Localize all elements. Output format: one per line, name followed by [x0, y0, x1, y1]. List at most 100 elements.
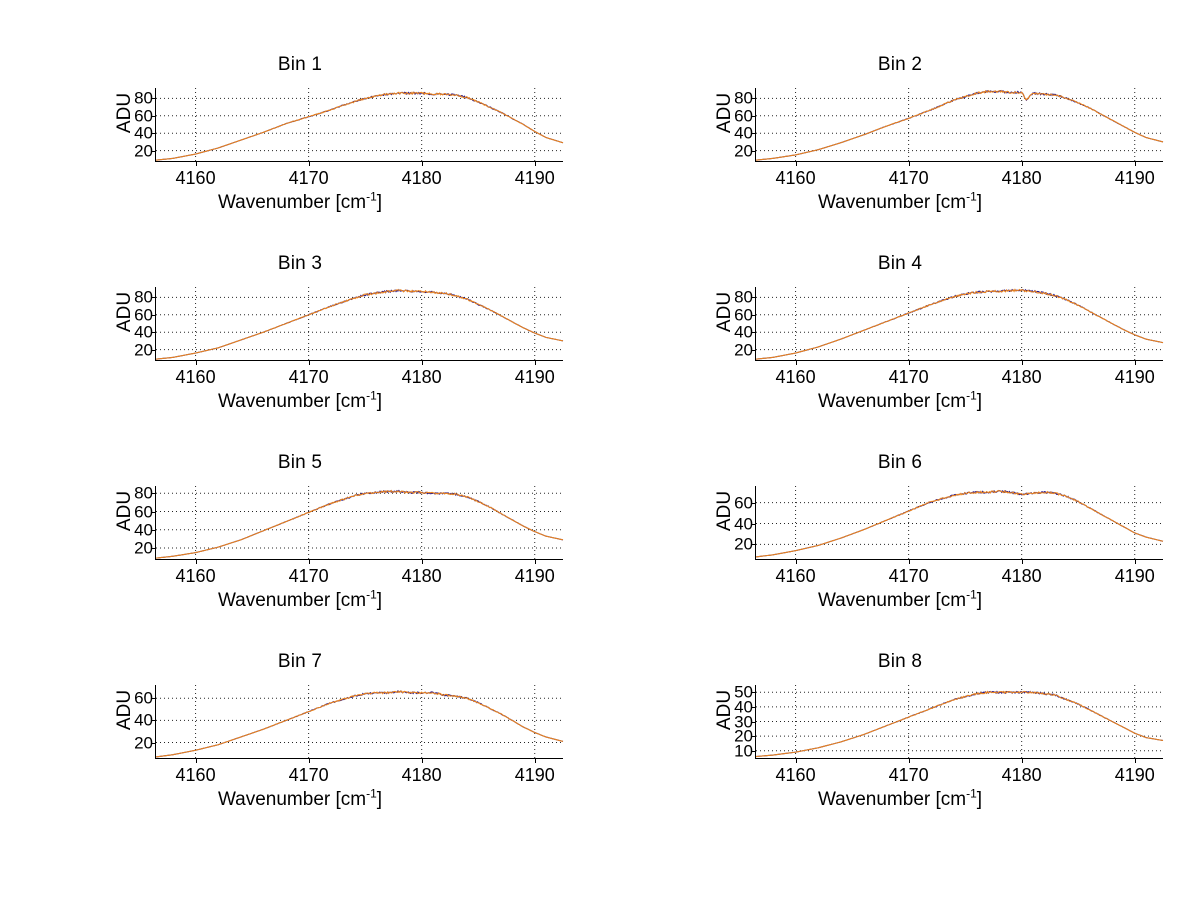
data-trace: [755, 89, 1164, 161]
x-tick-label: 4180: [401, 168, 442, 188]
subplot-title: Bin 4: [877, 253, 923, 274]
x-tick-mark: [421, 758, 423, 763]
x-tick-mark: [421, 360, 423, 365]
y-tick-mark: [751, 706, 756, 708]
y-axis-label: ADU: [114, 92, 135, 134]
x-tick-label: 4170: [288, 566, 329, 586]
x-axis-label: Wavenumber [cm-1]: [600, 589, 1200, 612]
x-tick-mark: [908, 758, 910, 763]
plot-area: [155, 685, 564, 758]
x-tick-label: 4180: [1001, 168, 1042, 188]
y-axis-label: ADU: [114, 490, 135, 532]
x-axis-label: Wavenumber [cm-1]: [600, 191, 1200, 214]
plot-area: [755, 287, 1164, 360]
x-tick-label: 4180: [1001, 566, 1042, 586]
x-axis-label-text: Wavenumber [cm: [217, 590, 367, 611]
x-tick-mark: [1021, 559, 1023, 564]
x-axis-label: Wavenumber [cm-1]: [0, 788, 600, 811]
y-axis-label: ADU: [714, 291, 735, 333]
x-tick-mark: [534, 758, 536, 763]
y-tick-label: 60: [134, 688, 153, 708]
x-tick-label: 4190: [514, 566, 555, 586]
y-tick-mark: [751, 721, 756, 723]
data-trace: [155, 289, 564, 360]
subplot-title: Bin 7: [277, 651, 323, 672]
y-tick-label: 20: [134, 340, 153, 360]
x-axis-label: Wavenumber [cm-1]: [0, 191, 600, 214]
y-tick-mark: [751, 523, 756, 525]
x-axis-label-text: Wavenumber [cm: [817, 590, 967, 611]
y-tick-mark: [151, 548, 156, 550]
x-tick-label: 4190: [1114, 367, 1155, 387]
y-axis-label: ADU: [114, 291, 135, 333]
data-trace: [155, 690, 564, 758]
y-tick-label: 40: [134, 710, 153, 730]
y-tick-label: 60: [134, 305, 153, 325]
y-tick-mark: [751, 297, 756, 299]
plot-axes: ADU 20 40 60 80 4160 4170 4180 4190: [114, 88, 564, 188]
y-tick-label: 80: [134, 483, 153, 503]
x-tick-mark: [534, 161, 536, 166]
subplot-panel: Bin 5 ADU 20 40 60 80 4160 4170 4180 4190 Wavenumb…: [0, 438, 600, 638]
y-tick-mark: [151, 742, 156, 744]
x-tick-mark: [1021, 161, 1023, 166]
y-tick-label: 80: [734, 287, 753, 307]
x-tick-label: 4190: [514, 367, 555, 387]
y-tick-mark: [751, 736, 756, 738]
data-trace: [755, 690, 1164, 758]
x-tick-label: 4190: [514, 765, 555, 785]
plot-area: [755, 88, 1164, 161]
x-tick-mark: [1134, 758, 1136, 763]
x-tick-mark: [195, 559, 197, 564]
y-tick-label: 40: [134, 123, 153, 143]
x-axis-label-bracket: ]: [976, 590, 983, 611]
y-tick-label: 80: [134, 287, 153, 307]
y-axis-label: ADU: [114, 689, 135, 731]
data-trace: [155, 690, 564, 758]
y-tick-mark: [751, 314, 756, 316]
subplot-panel: Bin 2 ADU 20 40 60 80 4160 4170 4180 4190 Wavenumb…: [600, 40, 1200, 240]
y-axis-label: ADU: [714, 92, 735, 134]
y-axis-label: ADU: [714, 689, 735, 731]
x-tick-mark: [1134, 559, 1136, 564]
data-trace: [155, 91, 564, 161]
y-tick-mark: [751, 502, 756, 504]
x-tick-mark: [1021, 360, 1023, 365]
x-tick-label: 4160: [775, 566, 816, 586]
y-tick-label: 80: [734, 88, 753, 108]
x-tick-label: 4180: [1001, 765, 1042, 785]
x-tick-label: 4170: [288, 367, 329, 387]
y-tick-label: 40: [734, 322, 753, 342]
x-tick-mark: [195, 360, 197, 365]
subplot-panel: Bin 6 ADU 20 40 60 4160 4170 4180 4190 Wavenumber…: [600, 438, 1200, 638]
x-tick-label: 4190: [514, 168, 555, 188]
y-tick-label: 80: [134, 88, 153, 108]
y-tick-mark: [751, 115, 756, 117]
x-tick-label: 4160: [175, 367, 216, 387]
data-trace: [155, 489, 564, 559]
x-tick-label: 4170: [888, 168, 929, 188]
x-axis-label-bracket: ]: [376, 391, 383, 412]
y-tick-label: 20: [734, 340, 753, 360]
x-tick-mark: [1021, 758, 1023, 763]
y-tick-label: 20: [734, 534, 753, 554]
x-axis-label-text: Wavenumber [cm: [217, 192, 367, 213]
y-tick-label: 10: [734, 741, 753, 761]
x-tick-mark: [1134, 360, 1136, 365]
x-tick-mark: [195, 161, 197, 166]
y-tick-mark: [151, 297, 156, 299]
x-tick-label: 4170: [288, 168, 329, 188]
plot-area: [755, 486, 1164, 559]
y-tick-mark: [751, 150, 756, 152]
y-tick-label: 40: [134, 520, 153, 540]
subplot-panel: Bin 7 ADU 20 40 60 4160 4170 4180 4190 Wavenumber…: [0, 637, 600, 837]
x-axis-label: Wavenumber [cm-1]: [600, 388, 1200, 413]
plot-area: [155, 88, 564, 161]
x-tick-label: 4160: [175, 765, 216, 785]
y-tick-label: 60: [134, 106, 153, 126]
x-tick-mark: [795, 559, 797, 564]
x-axis-label-exponent: -1: [966, 388, 977, 403]
x-axis-label-text: Wavenumber [cm: [217, 391, 367, 412]
plot-area: [155, 287, 564, 360]
y-tick-label: 40: [734, 514, 753, 534]
